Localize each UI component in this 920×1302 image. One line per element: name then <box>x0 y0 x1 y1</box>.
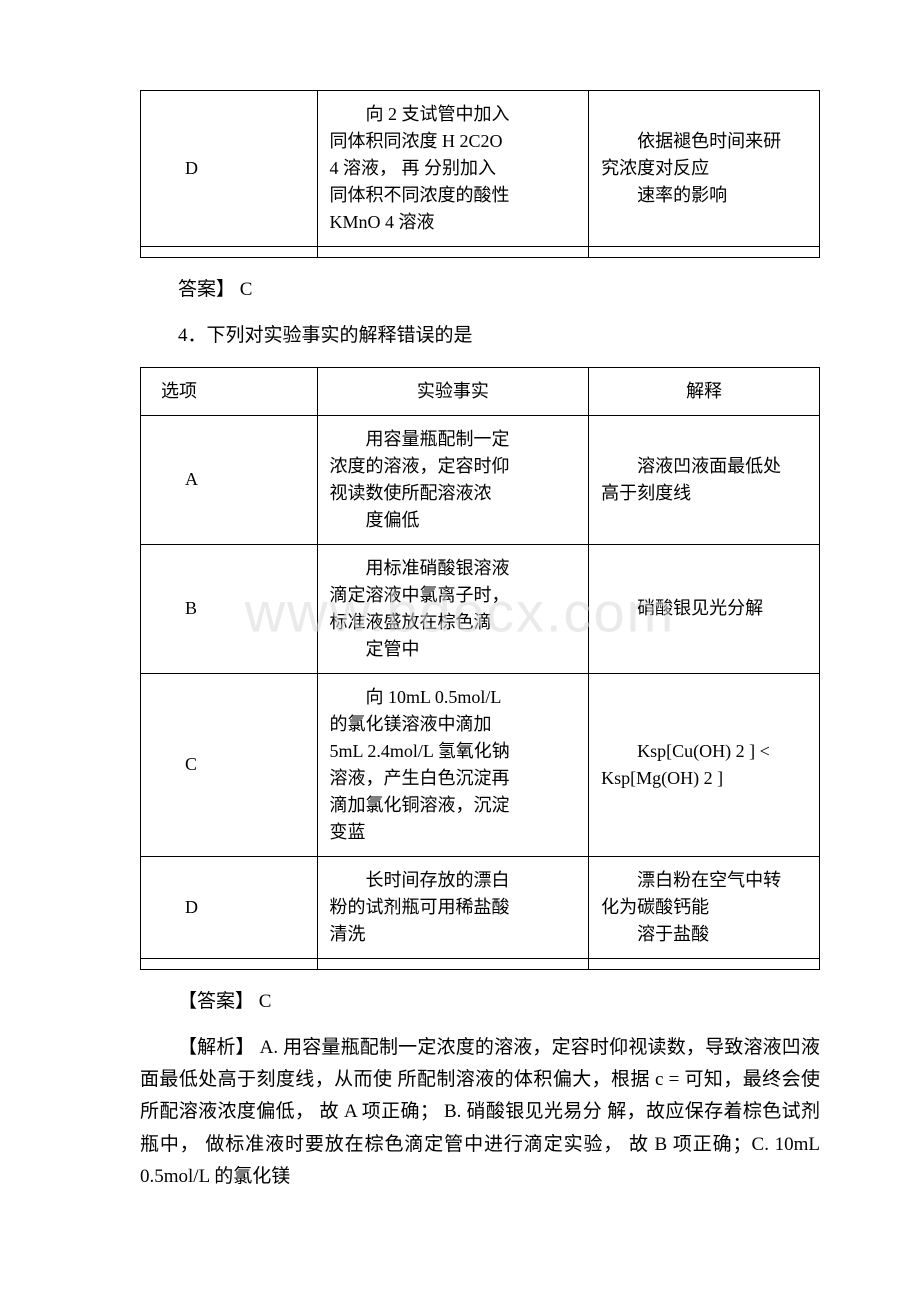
cell-option: D <box>141 91 318 247</box>
cell-option: D <box>141 856 318 958</box>
cell-option: A <box>141 415 318 544</box>
table-row: D 向 2 支试管中加入 同体积同浓度 H 2C2O 4 溶液， 再 分别加入 … <box>141 91 820 247</box>
header-option: 选项 <box>141 367 318 415</box>
cell-fact: 向 10mL 0.5mol/L 的氯化镁溶液中滴加 5mL 2.4mol/L 氢… <box>317 673 589 856</box>
table-row: B 用标准硝酸银溶液 滴定溶液中氯离子时， 标准液盛放在棕色滴 定管中 硝酸银见… <box>141 544 820 673</box>
question-2: 4．下列对实验事实的解释错误的是 <box>140 320 820 352</box>
cell-option: B <box>141 544 318 673</box>
table-row: C 向 10mL 0.5mol/L 的氯化镁溶液中滴加 5mL 2.4mol/L… <box>141 673 820 856</box>
answer-2: 【答案】 C <box>140 986 820 1018</box>
cell-explain: 溶液凹液面最低处 高于刻度线 <box>589 415 820 544</box>
table-row: A 用容量瓶配制一定 浓度的溶液，定容时仰 视读数使所配溶液浓 度偏低 溶液凹液… <box>141 415 820 544</box>
cell-explain: 漂白粉在空气中转 化为碳酸钙能 溶于盐酸 <box>589 856 820 958</box>
cell-fact: 向 2 支试管中加入 同体积同浓度 H 2C2O 4 溶液， 再 分别加入 同体… <box>317 91 589 247</box>
cell-fact: 长时间存放的漂白 粉的试剂瓶可用稀盐酸 清洗 <box>317 856 589 958</box>
table-2: 选项 实验事实 解释 A 用容量瓶配制一定 浓度的溶液，定容时仰 视读数使所配溶… <box>140 367 820 970</box>
cell-explain: 依据褪色时间来研 究浓度对反应 速率的影响 <box>589 91 820 247</box>
cell-explain: Ksp[Cu(OH) 2 ] < Ksp[Mg(OH) 2 ] <box>589 673 820 856</box>
explanation-text: 【解析】 A. 用容量瓶配制一定浓度的溶液，定容时仰视读数，导致溶液凹液面最低处… <box>140 1032 820 1193</box>
table-1: D 向 2 支试管中加入 同体积同浓度 H 2C2O 4 溶液， 再 分别加入 … <box>140 90 820 258</box>
cell-fact: 用标准硝酸银溶液 滴定溶液中氯离子时， 标准液盛放在棕色滴 定管中 <box>317 544 589 673</box>
cell-option: C <box>141 673 318 856</box>
header-explain: 解释 <box>589 367 820 415</box>
cell-fact: 用容量瓶配制一定 浓度的溶液，定容时仰 视读数使所配溶液浓 度偏低 <box>317 415 589 544</box>
header-fact: 实验事实 <box>317 367 589 415</box>
table-row: D 长时间存放的漂白 粉的试剂瓶可用稀盐酸 清洗 漂白粉在空气中转 化为碳酸钙能… <box>141 856 820 958</box>
cell-explain: 硝酸银见光分解 <box>589 544 820 673</box>
table-header: 选项 实验事实 解释 <box>141 367 820 415</box>
table-empty-row <box>141 958 820 969</box>
answer-1: 答案】 C <box>140 274 820 306</box>
table-empty-row <box>141 247 820 258</box>
